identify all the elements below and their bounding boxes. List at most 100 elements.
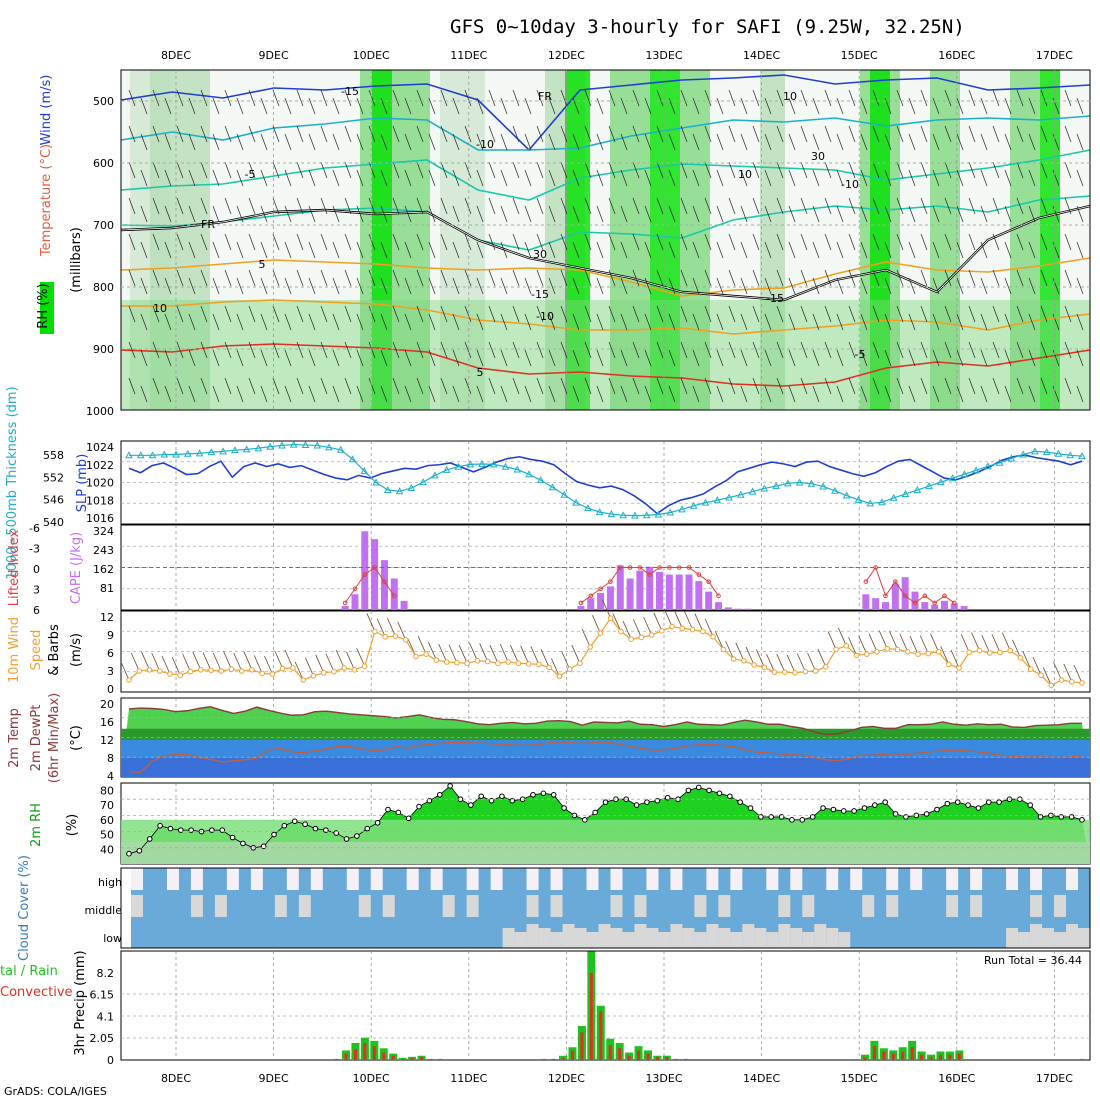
cloud-high-clear [826,868,839,890]
thickness-line-point [419,478,427,486]
y-tick-label: 80 [100,784,114,797]
cloud-mid-clear [1054,895,1067,917]
wind-barb [572,277,580,295]
cloud-high-clear [970,868,983,890]
rh-2m-line-point [478,793,484,800]
wind-barb [1004,133,1012,151]
wind-barb [872,269,880,287]
wind-barb [620,241,628,259]
wind-barb [932,277,940,295]
wind-10m-speed-line-point [577,660,583,667]
y-tick-label: 0 [107,683,114,696]
wind-barb [644,277,652,295]
cloud-low-clear [646,928,659,948]
wind-barb [620,133,628,151]
wind-10m-barb [366,613,376,632]
cape-bar [734,608,742,610]
rh-2m-line-point [685,787,692,794]
cloud-mid-clear [274,895,287,917]
wind-barb [1004,169,1012,187]
bottom-day-label: 14DEC [743,1072,780,1085]
wind-barb [332,205,340,223]
cloud-high-clear [730,868,743,890]
wind-barb [548,205,556,223]
contour-label: FR [538,90,552,103]
wind-barb [1004,385,1012,403]
wind-barb [920,233,928,251]
wind-barb [800,269,808,287]
precip-convective-bar [561,1057,565,1060]
wind-barb [908,277,916,295]
wind-barb [320,269,328,287]
wind-barb [824,89,832,107]
wind-barb [608,305,616,323]
wind-10m-axis-label: 10m Wind [7,617,22,683]
wind-barb [464,269,472,287]
wind-10m-barb [120,661,130,681]
wind-barb [560,377,568,395]
wind-barb [680,269,688,287]
wind-barb [452,277,460,295]
wind-barb [500,133,508,151]
wind-barb [368,161,376,179]
wind-barb [308,313,316,331]
wind-10m-speed-line-point [587,644,593,650]
contour-label: -5 [855,348,866,361]
wind-barb [620,277,628,295]
wind-barb [284,205,292,223]
thickness-line-point [278,441,286,449]
wind-barb [404,277,412,295]
wind-barb [572,241,580,259]
thickness-line-point [901,489,910,497]
wind-barb [488,305,496,323]
rh-2m-line-point [188,827,194,833]
wind-barb [944,197,952,215]
wind-barb [584,161,592,179]
wind-barb [308,385,316,403]
wind-barb [584,341,592,359]
wind-barb [968,341,976,359]
y-tick-label: 1022 [86,459,114,472]
cloud-high-clear [706,868,719,890]
contour-label: -15 [341,85,359,98]
wind-barb [296,269,304,287]
y-tick-label: 3 [107,665,114,678]
wind-barb [680,89,688,107]
wind-10m-speed-line-point [669,623,675,630]
lifted-index-point [716,593,721,599]
wind-barb [464,197,472,215]
wind-barb [500,205,508,223]
wind-barb [452,205,460,223]
wind-barb [272,125,280,143]
thickness-line-point [454,462,463,470]
wind-barb [632,269,640,287]
wind-barb [140,349,148,367]
cape-bar [626,578,634,610]
wind-barb [260,241,268,259]
wind-barb [608,125,616,143]
wind-barb [1016,161,1024,179]
wind-barb [332,169,340,187]
wind-barb [944,269,952,287]
cloud-high-label: high [98,876,122,889]
wind-10m-barb [704,618,714,637]
wind-barb [452,313,460,331]
wind-barb [572,313,580,331]
wind-10m-speed-line-point [484,658,491,665]
wind-barb [620,313,628,331]
wind-barb [1076,169,1084,187]
wind-barb [740,169,748,187]
wind-10m-speed-line-point [956,665,962,671]
rh-2m-line-point [1058,814,1065,820]
wind-barb [380,205,388,223]
pressure-tick-label: 500 [93,95,114,108]
wind-barb [248,125,256,143]
wind-barb [1028,277,1036,295]
wind-barb [536,161,544,179]
wind-10m-speed-line-point [904,649,911,655]
thickness-line-point [689,501,698,509]
wind-barb [1016,269,1024,287]
precip-tick-label: 2.05 [90,1032,115,1045]
wind-barb [212,385,220,403]
wind-barb [320,125,328,143]
